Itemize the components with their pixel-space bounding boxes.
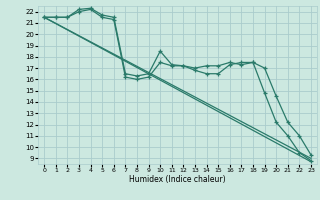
X-axis label: Humidex (Indice chaleur): Humidex (Indice chaleur): [129, 175, 226, 184]
